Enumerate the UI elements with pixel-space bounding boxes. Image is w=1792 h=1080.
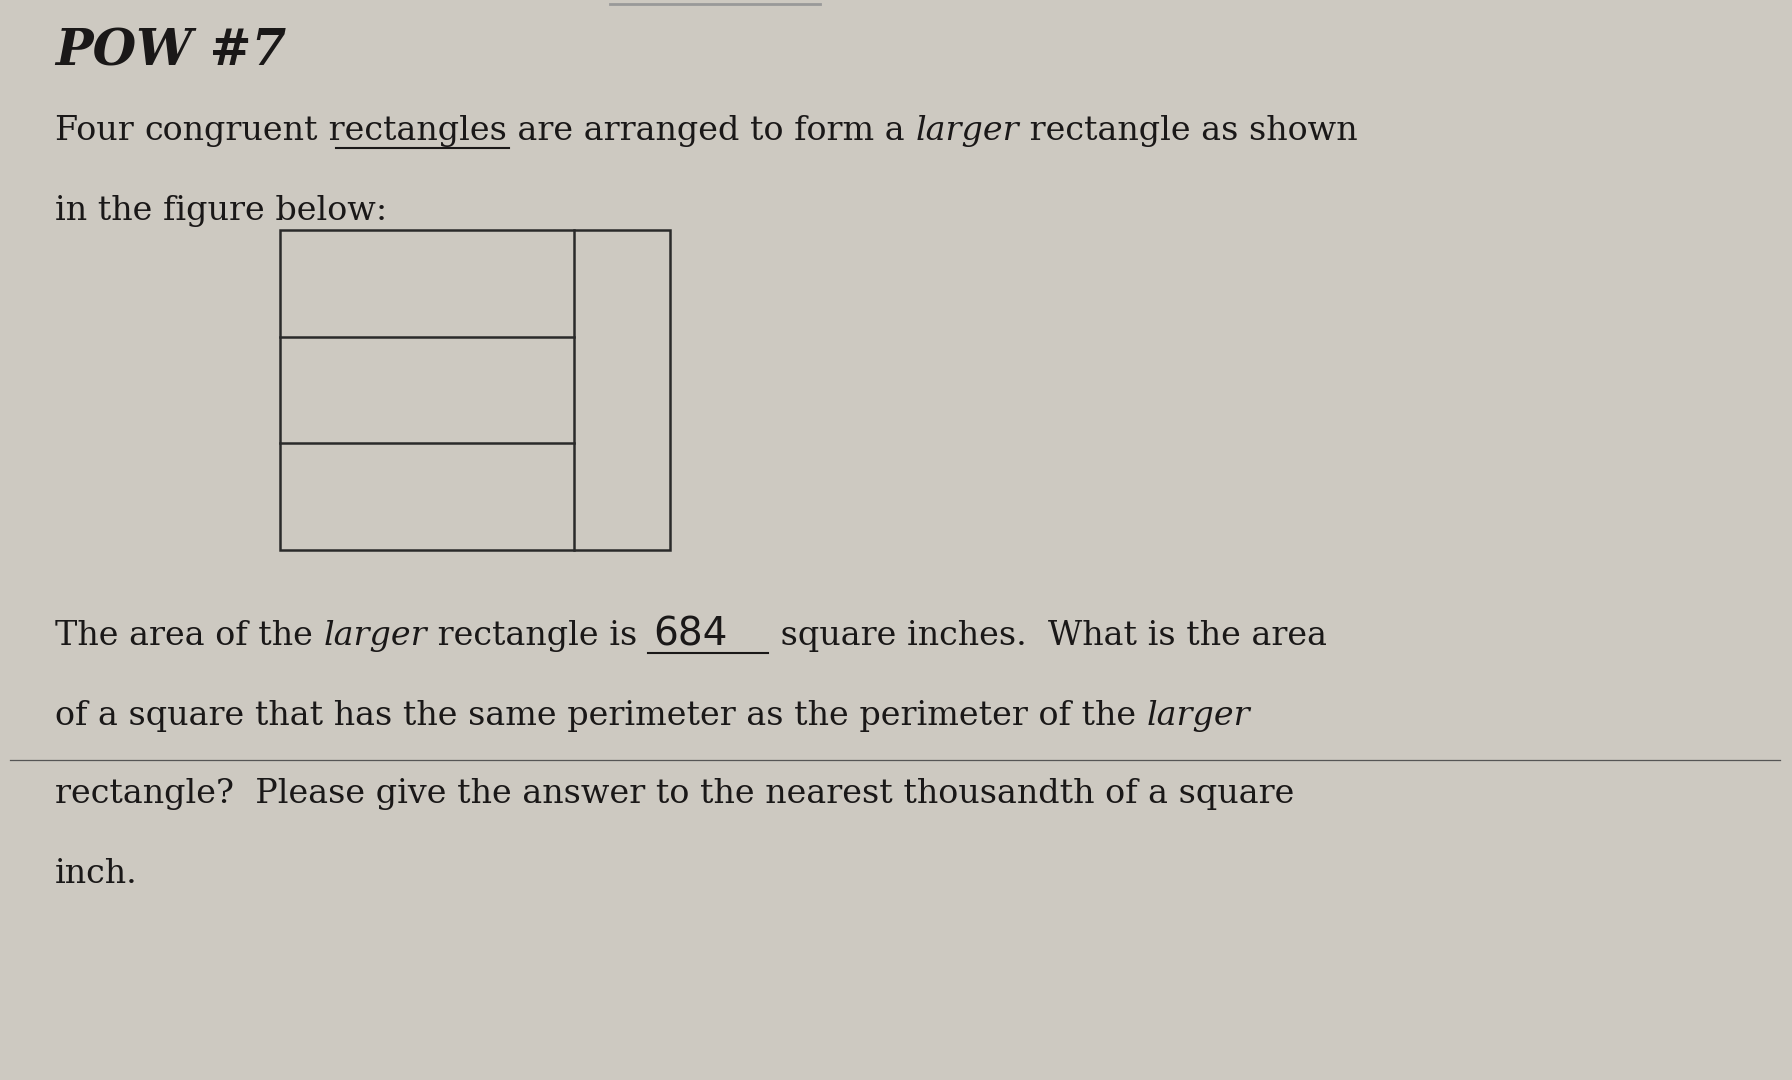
- Text: POW #7: POW #7: [56, 28, 287, 77]
- Text: larger: larger: [324, 620, 426, 652]
- Text: rectangle as shown: rectangle as shown: [1018, 114, 1357, 147]
- Text: The area of the: The area of the: [56, 620, 324, 652]
- Text: in the figure below:: in the figure below:: [56, 195, 387, 227]
- Text: larger: larger: [1147, 700, 1251, 732]
- Text: of a square that has the same perimeter as the perimeter of the: of a square that has the same perimeter …: [56, 700, 1147, 732]
- Text: rectangle?  Please give the answer to the nearest thousandth of a square: rectangle? Please give the answer to the…: [56, 778, 1294, 810]
- Text: rectangles are arranged to form a: rectangles are arranged to form a: [317, 114, 916, 147]
- Text: Four: Four: [56, 114, 145, 147]
- Text: 684: 684: [652, 616, 728, 654]
- Text: rectangle is: rectangle is: [426, 620, 649, 652]
- Bar: [280, 230, 670, 550]
- Text: square inches.  What is the area: square inches. What is the area: [771, 620, 1328, 652]
- Text: larger: larger: [916, 114, 1018, 147]
- Text: inch.: inch.: [56, 858, 138, 890]
- Text: congruent: congruent: [145, 114, 317, 147]
